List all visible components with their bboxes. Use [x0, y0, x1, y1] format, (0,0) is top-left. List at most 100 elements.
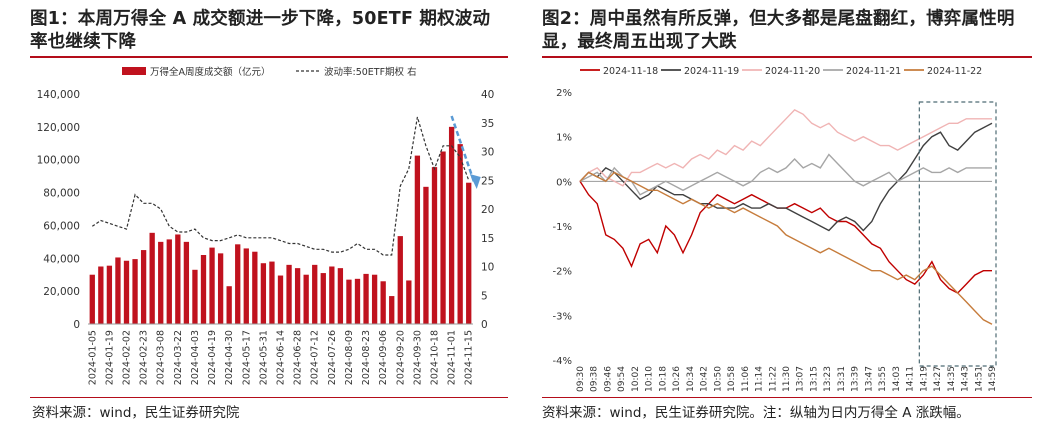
y-right-tick-label: 40 [481, 89, 494, 101]
legend-label: 2024-11-21 [846, 66, 901, 77]
x-tick-label: 10:58 [727, 366, 737, 392]
volume-bar [158, 241, 164, 324]
volume-bar [354, 278, 361, 324]
series-line-2024-11-20 [579, 109, 992, 187]
left-panel-source: 资料来源：wind，民生证券研究院 [32, 405, 240, 421]
x-tick-label: 13:23 [823, 366, 833, 392]
x-tick-label: 2024-09-30 [412, 330, 423, 385]
volume-bar [363, 273, 369, 324]
y-left-tick-label: 100,000 [37, 155, 80, 167]
volatility-line [91, 116, 470, 256]
volume-bar [200, 255, 207, 324]
x-tick-label: 11:30 [782, 366, 792, 392]
left-panel-title: 图1：本周万得全 A 成交额进一步下降，50ETF 期权波动率也继续下降 [30, 9, 491, 52]
x-tick-label: 10:02 [631, 366, 641, 392]
x-tick-label: 13:07 [796, 366, 806, 392]
x-tick-label: 10:34 [686, 366, 696, 392]
x-tick-label: 14:35 [947, 366, 957, 392]
x-tick-label: 2024-08-09 [344, 330, 355, 385]
series-line-2024-11-19 [579, 122, 993, 232]
volume-bar [183, 241, 190, 324]
x-tick-label: 2024-06-28 [293, 330, 304, 385]
volume-bar [89, 274, 95, 324]
volume-bar [457, 144, 463, 324]
x-tick-label: 2024-03-08 [156, 330, 167, 385]
y-tick-label: -2% [553, 267, 572, 278]
volume-bar [243, 248, 249, 324]
volume-bar [132, 259, 138, 324]
volume-bar [337, 268, 344, 324]
x-tick-label: 10:10 [645, 366, 655, 392]
x-tick-label: 2024-04-03 [190, 330, 201, 385]
volume-bar [98, 266, 104, 324]
y-right-tick-label: 25 [481, 175, 494, 187]
volume-bar [312, 264, 318, 324]
legend-swatch-volume [122, 67, 146, 75]
x-tick-label: 11:22 [768, 366, 778, 392]
y-right-tick-label: 0 [481, 319, 488, 331]
x-tick-label: 13:39 [851, 366, 861, 392]
series-line-2024-11-22 [579, 171, 993, 325]
volume-bars [89, 126, 472, 324]
x-tick-label: 2024-04-19 [207, 330, 218, 385]
x-tick-label: 14:19 [919, 366, 929, 392]
x-tick-label: 2024-11-01 [447, 330, 458, 385]
volume-bar [303, 274, 309, 324]
legend-label: 2024-11-22 [927, 66, 982, 77]
y-left-tick-label: 0 [73, 319, 80, 331]
x-tick-label: 09:38 [590, 366, 600, 392]
volume-bar [269, 261, 275, 324]
legend-label-volatility: 波动率:50ETF期权 右 [324, 66, 417, 78]
x-tick-label: 13:47 [864, 366, 874, 392]
x-tick-label: 10:26 [672, 366, 682, 392]
volume-bar [217, 253, 224, 324]
y-right-tick-label: 10 [481, 262, 494, 274]
x-tick-label: 14:03 [892, 366, 902, 392]
trend-arrow-head [469, 174, 481, 189]
trend-arrow-shaft [450, 115, 476, 185]
volume-bar [423, 186, 429, 324]
y-left-tick-label: 20,000 [43, 286, 80, 298]
intraday-return-chart: 2024-11-18 2024-11-19 2024-11-20 2024-11-21… [553, 66, 998, 392]
x-tick-label: 2024-10-18 [430, 330, 441, 385]
y-tick-label: 0% [556, 177, 572, 188]
x-tick-label: 2024-11-15 [464, 330, 475, 385]
volume-bar [123, 260, 130, 324]
y-right-tick-label: 20 [481, 204, 494, 216]
volume-bar [397, 236, 403, 324]
x-tick-label: 13:31 [837, 366, 847, 392]
volume-bar [175, 234, 181, 324]
volume-bar [466, 182, 472, 324]
volume-bar [260, 263, 267, 324]
right-panel: 图2：周中虽然有所反弹，但大多都是尾盘翻红，博弈属性明显，最终周五出现了大跌 2… [530, 0, 1039, 427]
y-tick-label: 2% [556, 88, 572, 99]
y-left-tick-label: 140,000 [37, 89, 80, 101]
late-session-highlight-box [918, 101, 997, 367]
x-tick-label: 2024-04-30 [224, 330, 235, 385]
right-source-rule [542, 397, 1032, 398]
x-tick-label: 10:18 [658, 366, 668, 392]
legend-label: 2024-11-19 [684, 66, 739, 77]
volume-bar [389, 296, 395, 324]
x-tick-label: 14:59 [988, 366, 998, 392]
y-tick-label: 1% [556, 133, 572, 144]
volume-bar [440, 151, 446, 324]
x-tick-label: 14:27 [933, 366, 943, 392]
volume-bar [140, 250, 147, 324]
legend-label: 2024-11-18 [603, 66, 658, 77]
x-tick-label: 11:06 [741, 366, 751, 392]
volume-bar [371, 274, 378, 324]
volume-bar [166, 239, 172, 324]
x-tick-label: 2024-07-26 [327, 330, 338, 385]
volume-bar [106, 265, 113, 324]
left-panel: 图1：本周万得全 A 成交额进一步下降，50ETF 期权波动率也继续下降 万得全… [0, 0, 516, 427]
x-tick-label: 09:46 [603, 366, 613, 392]
x-tick-label: 13:15 [809, 366, 819, 392]
x-tick-label: 10:42 [700, 366, 710, 392]
y-left-tick-label: 60,000 [43, 220, 80, 232]
x-tick-label: 09:54 [617, 366, 627, 392]
x-tick-label: 13:55 [878, 366, 888, 392]
x-tick-label: 14:43 [961, 366, 971, 392]
volume-bar [252, 251, 258, 324]
y-right-tick-label: 5 [481, 290, 488, 302]
